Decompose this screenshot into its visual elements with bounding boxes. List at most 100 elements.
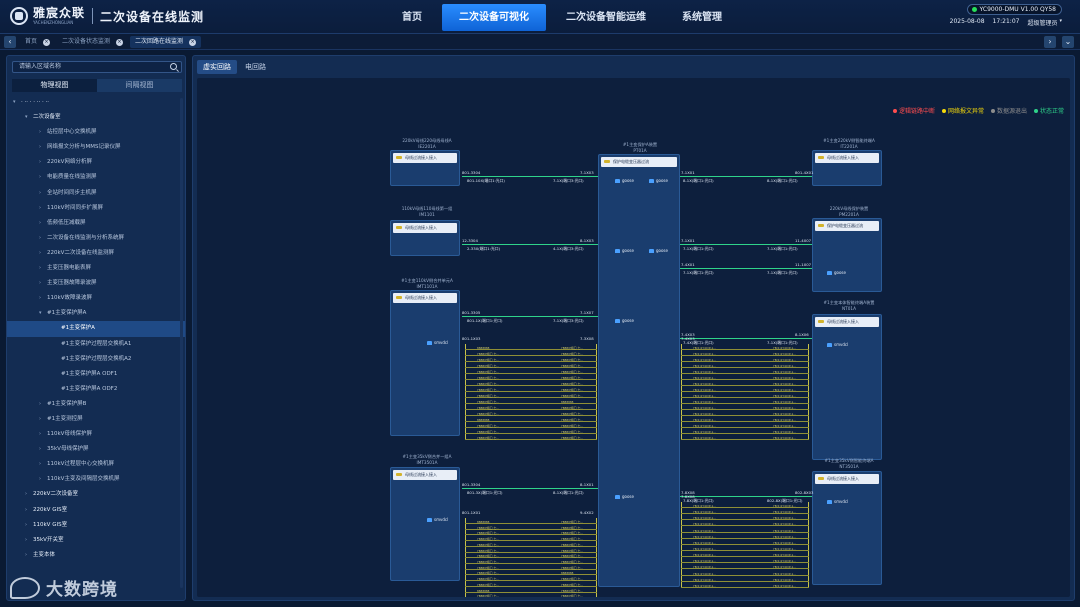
- chevron-right-icon[interactable]: ›: [25, 506, 27, 513]
- tab-physical-view[interactable]: 物理视图: [12, 79, 97, 92]
- link-bundle[interactable]: [681, 502, 809, 588]
- tree-item[interactable]: #1主变保护过程层交换机A2: [7, 352, 185, 367]
- bundle-wire[interactable]: [681, 537, 809, 539]
- tree-item[interactable]: › 主变压器电能表屏: [7, 261, 185, 276]
- bundle-wire[interactable]: [465, 591, 597, 593]
- nav-home[interactable]: 首页: [402, 12, 422, 23]
- right-device[interactable]: 母线过流接入接入: [812, 150, 882, 186]
- bundle-wire[interactable]: [681, 519, 809, 521]
- tree-item[interactable]: #1主变保护屏A ODF2: [7, 382, 185, 397]
- tree-item[interactable]: › 220kV网络分析屏: [7, 155, 185, 170]
- chevron-right-icon[interactable]: ›: [25, 536, 27, 543]
- bundle-wire[interactable]: [465, 580, 597, 582]
- chevron-right-icon[interactable]: ›: [39, 189, 41, 196]
- bundle-wire[interactable]: [681, 513, 809, 515]
- bundle-wire[interactable]: [465, 563, 597, 564]
- chevron-right-icon[interactable]: ›: [39, 129, 41, 136]
- tree-item[interactable]: ▾ · ·· · · ·· · ··: [7, 95, 185, 110]
- tree-item[interactable]: › 35kV开关室: [7, 533, 185, 548]
- link-bundle[interactable]: [681, 344, 809, 440]
- close-icon[interactable]: ×: [43, 38, 51, 46]
- chevron-right-icon[interactable]: ›: [39, 234, 41, 241]
- link-line[interactable]: [462, 488, 598, 489]
- bundle-wire[interactable]: [681, 574, 809, 576]
- tab-home[interactable]: 首页 ×: [20, 36, 55, 48]
- bundle-wire[interactable]: [681, 373, 809, 374]
- link-line[interactable]: [462, 244, 598, 245]
- right-device[interactable]: 保护电缆变压器过流: [812, 218, 882, 292]
- bundle-wire[interactable]: [681, 421, 809, 422]
- bundle-wire[interactable]: [681, 433, 809, 434]
- chevron-right-icon[interactable]: ›: [1044, 36, 1056, 48]
- bundle-wire[interactable]: [465, 391, 597, 392]
- chevron-right-icon[interactable]: ›: [39, 249, 41, 256]
- bundle-wire[interactable]: [465, 421, 597, 422]
- tree-item[interactable]: › 110kV时间同步扩展屏: [7, 201, 185, 216]
- bundle-wire[interactable]: [681, 586, 809, 588]
- bundle-wire[interactable]: [465, 373, 597, 374]
- tree-item[interactable]: #1主变保护A: [7, 321, 185, 337]
- port-node[interactable]: smvdcl: [827, 342, 848, 347]
- chevron-right-icon[interactable]: ›: [25, 521, 27, 528]
- bundle-wire[interactable]: [465, 397, 597, 398]
- port-node[interactable]: goose: [649, 248, 668, 253]
- link-bundle[interactable]: [465, 344, 597, 440]
- chevron-right-icon[interactable]: ›: [39, 144, 41, 151]
- port-node[interactable]: smvdcl: [827, 499, 848, 504]
- chevron-right-icon[interactable]: ›: [39, 415, 41, 422]
- user-menu[interactable]: 超级管理员: [1027, 20, 1058, 27]
- bundle-wire[interactable]: [681, 525, 809, 527]
- bundle-wire[interactable]: [681, 391, 809, 392]
- search-input[interactable]: 请输入区域名称: [12, 61, 182, 73]
- link-line[interactable]: [680, 244, 812, 245]
- bundle-wire[interactable]: [465, 427, 597, 428]
- bundle-wire[interactable]: [465, 379, 597, 380]
- bundle-wire[interactable]: [681, 543, 809, 545]
- tree-item[interactable]: › 主变压器故障录波屏: [7, 276, 185, 291]
- search-icon[interactable]: [170, 63, 177, 70]
- tab-virtual-real-loop[interactable]: 虚实回路: [197, 60, 237, 74]
- tree-item[interactable]: ▾ 二次设备室: [7, 110, 185, 125]
- port-node[interactable]: goose: [615, 248, 634, 253]
- bundle-wire[interactable]: [465, 385, 597, 386]
- bundle-wire[interactable]: [465, 433, 597, 434]
- bundle-wire[interactable]: [465, 355, 597, 356]
- bundle-wire[interactable]: [465, 585, 597, 587]
- bundle-wire[interactable]: [465, 574, 597, 576]
- chevron-right-icon[interactable]: ›: [39, 431, 41, 438]
- left-device[interactable]: 母线过流接入接入: [390, 150, 460, 186]
- tree-item[interactable]: › 110kV GIS室: [7, 518, 185, 533]
- bundle-wire[interactable]: [681, 556, 809, 558]
- right-device[interactable]: 母线过流接入接入: [812, 314, 882, 460]
- right-device[interactable]: 母线过流接入接入: [812, 471, 882, 585]
- chevron-down-icon[interactable]: ▾: [1059, 18, 1062, 24]
- bundle-wire[interactable]: [681, 507, 809, 508]
- link-line[interactable]: [680, 496, 812, 497]
- tree-item[interactable]: › 电能质量在线监测屏: [7, 170, 185, 185]
- chevron-right-icon[interactable]: ›: [39, 265, 41, 272]
- chevron-down-icon[interactable]: ▾: [39, 310, 42, 317]
- bundle-wire[interactable]: [465, 534, 597, 536]
- bundle-wire[interactable]: [465, 557, 597, 559]
- bundle-wire[interactable]: [465, 523, 597, 524]
- bundle-wire[interactable]: [465, 568, 597, 570]
- bundle-wire[interactable]: [465, 439, 597, 440]
- bundle-wire[interactable]: [681, 361, 809, 362]
- bundle-wire[interactable]: [681, 562, 809, 564]
- bundle-wire[interactable]: [681, 409, 809, 410]
- chevron-right-icon[interactable]: ›: [39, 159, 41, 166]
- chevron-right-icon[interactable]: ›: [39, 476, 41, 483]
- bundle-wire[interactable]: [465, 528, 597, 530]
- chevron-right-icon[interactable]: ›: [25, 491, 27, 498]
- bundle-wire[interactable]: [681, 439, 809, 440]
- nav-maintenance[interactable]: 二次设备智能运维: [566, 12, 646, 23]
- bundle-wire[interactable]: [681, 379, 809, 380]
- bundle-wire[interactable]: [465, 551, 597, 553]
- tree-item[interactable]: #1主变保护屏A ODF1: [7, 367, 185, 382]
- link-line[interactable]: [680, 176, 812, 177]
- chevron-right-icon[interactable]: ›: [39, 400, 41, 407]
- center-protection-device[interactable]: 保护电缆变压器过流: [598, 154, 680, 587]
- chevron-down-icon[interactable]: ▾: [13, 99, 16, 105]
- bundle-wire[interactable]: [681, 580, 809, 582]
- bundle-wire[interactable]: [681, 403, 809, 404]
